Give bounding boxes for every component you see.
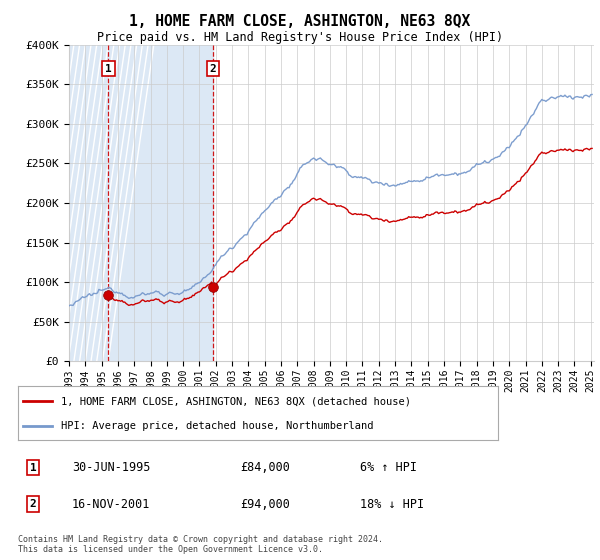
Text: 2: 2 <box>29 499 37 509</box>
Text: Price paid vs. HM Land Registry's House Price Index (HPI): Price paid vs. HM Land Registry's House … <box>97 31 503 44</box>
Text: 2: 2 <box>209 63 217 73</box>
Text: 1: 1 <box>105 63 112 73</box>
Text: 1, HOME FARM CLOSE, ASHINGTON, NE63 8QX: 1, HOME FARM CLOSE, ASHINGTON, NE63 8QX <box>130 14 470 29</box>
Text: 30-JUN-1995: 30-JUN-1995 <box>72 461 151 474</box>
Text: 16-NOV-2001: 16-NOV-2001 <box>72 497 151 511</box>
Text: £94,000: £94,000 <box>240 497 290 511</box>
Text: Contains HM Land Registry data © Crown copyright and database right 2024.
This d: Contains HM Land Registry data © Crown c… <box>18 535 383 554</box>
Text: 1: 1 <box>29 463 37 473</box>
Text: HPI: Average price, detached house, Northumberland: HPI: Average price, detached house, Nort… <box>61 421 374 431</box>
Text: 1, HOME FARM CLOSE, ASHINGTON, NE63 8QX (detached house): 1, HOME FARM CLOSE, ASHINGTON, NE63 8QX … <box>61 396 411 407</box>
Text: 6% ↑ HPI: 6% ↑ HPI <box>360 461 417 474</box>
Text: £84,000: £84,000 <box>240 461 290 474</box>
Text: 18% ↓ HPI: 18% ↓ HPI <box>360 497 424 511</box>
